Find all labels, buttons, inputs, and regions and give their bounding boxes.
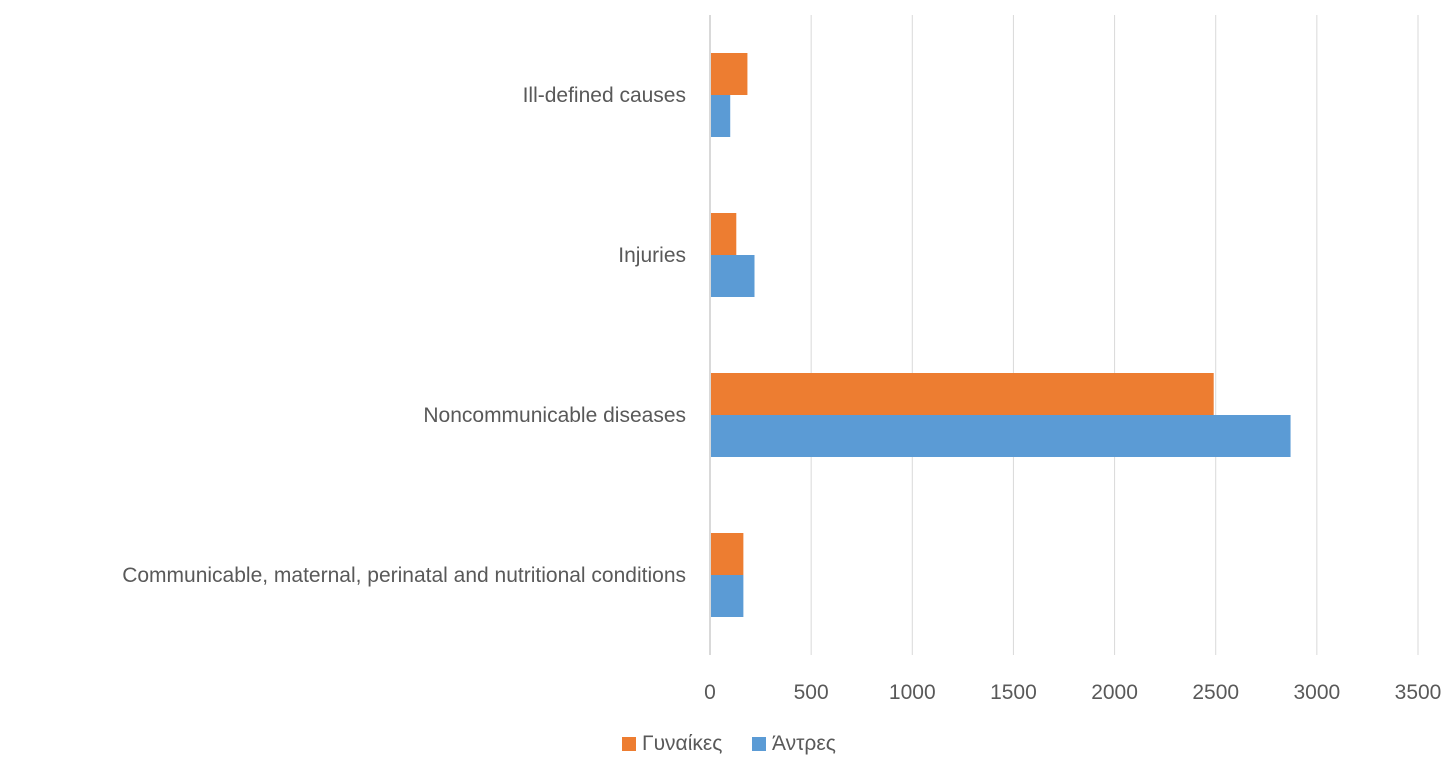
x-tick-label: 1000 [889,681,936,704]
bars [711,53,1291,617]
x-tick-label: 3000 [1293,681,1340,704]
x-tick-label: 1500 [990,681,1037,704]
x-tick-label: 2500 [1192,681,1239,704]
legend: Γυναίκες Άντρες [622,732,836,755]
bar-men [711,415,1291,457]
legend-swatch-women [622,737,636,751]
bar-women [711,533,744,575]
gridlines [810,15,1419,655]
x-tick-label: 3500 [1395,681,1442,704]
bar-women [711,213,737,255]
bar-men [711,575,744,617]
labels: 0 500 1000 1500 2000 2500 3000 3500 Communicable… [122,84,1441,704]
x-tick-label: 0 [704,681,716,704]
legend-swatch-men [752,737,766,751]
category-label: Injuries [618,244,686,267]
legend-label-men: Άντρες [772,732,836,755]
bar-women [711,53,748,95]
x-tick-label: 500 [794,681,829,704]
x-tick-label: 2000 [1091,681,1138,704]
bar-men [711,95,731,137]
legend-label-women: Γυναίκες [642,732,722,755]
category-label: Noncommunicable diseases [423,404,686,427]
category-label: Ill-defined causes [523,84,686,107]
bar-women [711,373,1214,415]
bar-men [711,255,755,297]
category-label: Communicable, maternal, perinatal and nu… [122,564,686,587]
